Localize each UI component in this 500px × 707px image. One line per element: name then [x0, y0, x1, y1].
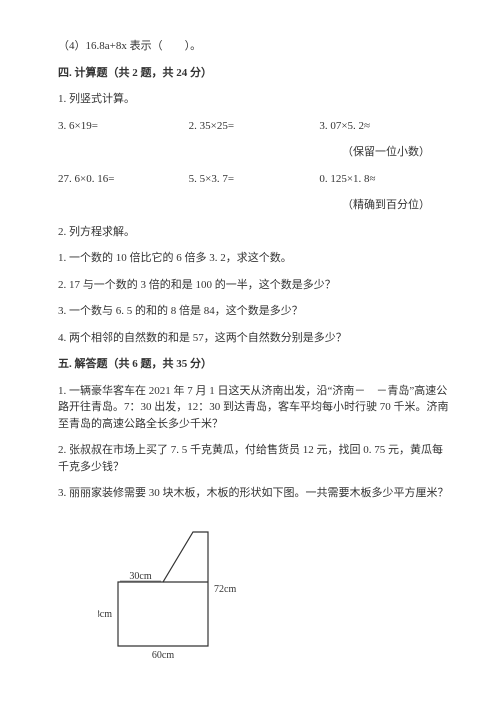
s4-p2-title: 2. 列方程求解。	[58, 224, 450, 241]
s4-p1-title: 1. 列竖式计算。	[58, 91, 450, 108]
svg-text:48cm: 48cm	[98, 609, 112, 620]
eq-1: 1. 一个数的 10 倍比它的 6 倍多 3. 2，求这个数。	[58, 250, 450, 267]
calc-2a: 27. 6×0. 16=	[58, 171, 189, 188]
svg-text:72cm: 72cm	[214, 584, 236, 595]
s5-q2: 2. 张叔叔在市场上买了 7. 5 千克黄瓜，付给售货员 12 元，找回 0. …	[58, 442, 450, 475]
calc-1a: 3. 6×19=	[58, 118, 189, 135]
s5-q1: 1. 一辆豪华客车在 2021 年 7 月 1 日这天从济南出发，沿“济南－ －…	[58, 383, 450, 433]
section5-heading: 五. 解答题（共 6 题，共 35 分）	[58, 356, 450, 373]
calc-1b: 2. 35×25=	[189, 118, 320, 135]
calc-1c: 3. 07×5. 2≈	[319, 118, 450, 135]
note-2: （精确到百分位）	[58, 197, 450, 214]
s5-q3: 3. 丽丽家装修需要 30 块木板，木板的形状如下图。一共需要木板多少平方厘米？	[58, 485, 450, 502]
eq-3: 3. 一个数与 6. 5 的和的 8 倍是 84，这个数是多少？	[58, 303, 450, 320]
calc-2b: 5. 5×3. 7=	[189, 171, 320, 188]
calc-row-1: 3. 6×19= 2. 35×25= 3. 07×5. 2≈	[58, 118, 450, 135]
section4-heading: 四. 计算题（共 2 题，共 24 分）	[58, 65, 450, 82]
question-4: （4）16.8a+8x 表示（ ）。	[58, 38, 450, 55]
eq-4: 4. 两个相邻的自然数的和是 57，这两个自然数分别是多少？	[58, 330, 450, 347]
wood-board-diagram: 30cm 72cm 48cm 60cm	[98, 518, 450, 664]
eq-2: 2. 17 与一个数的 3 倍的和是 100 的一半，这个数是多少？	[58, 277, 450, 294]
calc-row-2: 27. 6×0. 16= 5. 5×3. 7= 0. 125×1. 8≈	[58, 171, 450, 188]
svg-text:30cm: 30cm	[129, 571, 151, 582]
svg-text:60cm: 60cm	[152, 650, 174, 658]
note-1: （保留一位小数）	[58, 144, 450, 161]
calc-2c: 0. 125×1. 8≈	[319, 171, 450, 188]
